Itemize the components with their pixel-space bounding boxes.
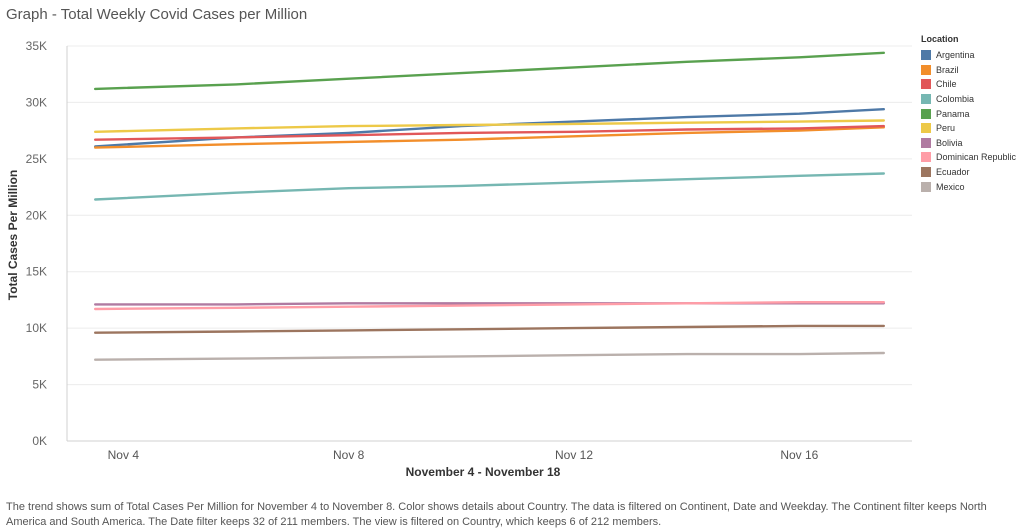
legend-label: Ecuador (936, 167, 970, 178)
legend-swatch (921, 181, 931, 192)
chart-title: Graph - Total Weekly Covid Cases per Mil… (6, 6, 308, 23)
legend-item[interactable]: Peru (921, 121, 1016, 136)
legend-label: Dominican Republic (936, 152, 1017, 163)
legend-item[interactable]: Mexico (921, 179, 1016, 194)
x-tick-label: Nov 4 (108, 448, 140, 462)
legend-item[interactable]: Argentina (921, 48, 1016, 63)
x-axis-label: November 4 - November 18 (406, 465, 561, 479)
chart-caption: The trend shows sum of Total Cases Per M… (6, 501, 987, 528)
legend-swatch (921, 152, 931, 163)
y-tick-label: 25K (26, 152, 47, 166)
legend-label: Argentina (936, 50, 975, 61)
series-line-chile (94, 124, 885, 141)
legend-label: Chile (936, 79, 957, 90)
y-tick-label: 0K (32, 434, 47, 448)
legend-swatch (921, 79, 931, 90)
legend-swatch (921, 137, 931, 148)
series-line-colombia (94, 172, 885, 201)
legend-label: Peru (936, 123, 956, 134)
legend-item[interactable]: Bolivia (921, 136, 1016, 151)
x-tick-label: Nov 16 (780, 448, 818, 462)
legend-swatch (921, 94, 931, 105)
series-line-panama (94, 51, 885, 91)
series-line-peru (94, 119, 885, 133)
series-line-brazil (94, 126, 885, 149)
y-axis-label: Total Cases Per Million (6, 170, 20, 300)
legend-item[interactable]: Dominican Republic (921, 150, 1016, 165)
legend-label: Bolivia (936, 137, 963, 148)
legend-swatch (921, 108, 931, 119)
legend-item[interactable]: Chile (921, 77, 1016, 92)
legend-swatch (921, 50, 931, 61)
x-axis-ticks: Nov 4 Nov 8 Nov 12 Nov 16 (108, 448, 819, 462)
series-line-dominican-republic (94, 301, 885, 311)
legend-item[interactable]: Ecuador (921, 165, 1016, 180)
legend-label: Colombia (936, 94, 975, 105)
y-axis-ticks: 0K 5K 10K 15K 20K 25K 30K 35K (26, 39, 47, 448)
x-tick-label: Nov 12 (555, 448, 593, 462)
y-tick-label: 10K (26, 321, 47, 335)
series-line-mexico (94, 351, 885, 361)
series-line-ecuador (94, 324, 885, 334)
y-tick-label: 5K (32, 378, 47, 392)
y-tick-label: 30K (26, 95, 47, 109)
legend-label: Panama (936, 108, 970, 119)
legend: Location Argentina Brazil Chile Colombia Pan… (921, 34, 1016, 194)
series-lines (94, 51, 885, 361)
legend-item[interactable]: Brazil (921, 63, 1016, 78)
legend-swatch (921, 123, 931, 134)
y-tick-label: 15K (26, 265, 47, 279)
y-tick-label: 20K (26, 208, 47, 222)
y-tick-label: 35K (26, 39, 47, 53)
legend-swatch (921, 167, 931, 178)
legend-item[interactable]: Panama (921, 106, 1016, 121)
legend-item[interactable]: Colombia (921, 92, 1016, 107)
legend-title: Location (921, 34, 959, 44)
legend-items: Argentina Brazil Chile Colombia Panama Peru Bo… (921, 48, 1016, 194)
legend-swatch (921, 64, 931, 75)
legend-label: Mexico (936, 181, 965, 192)
x-tick-label: Nov 8 (333, 448, 365, 462)
gridlines (66, 45, 912, 442)
legend-label: Brazil (936, 64, 959, 75)
